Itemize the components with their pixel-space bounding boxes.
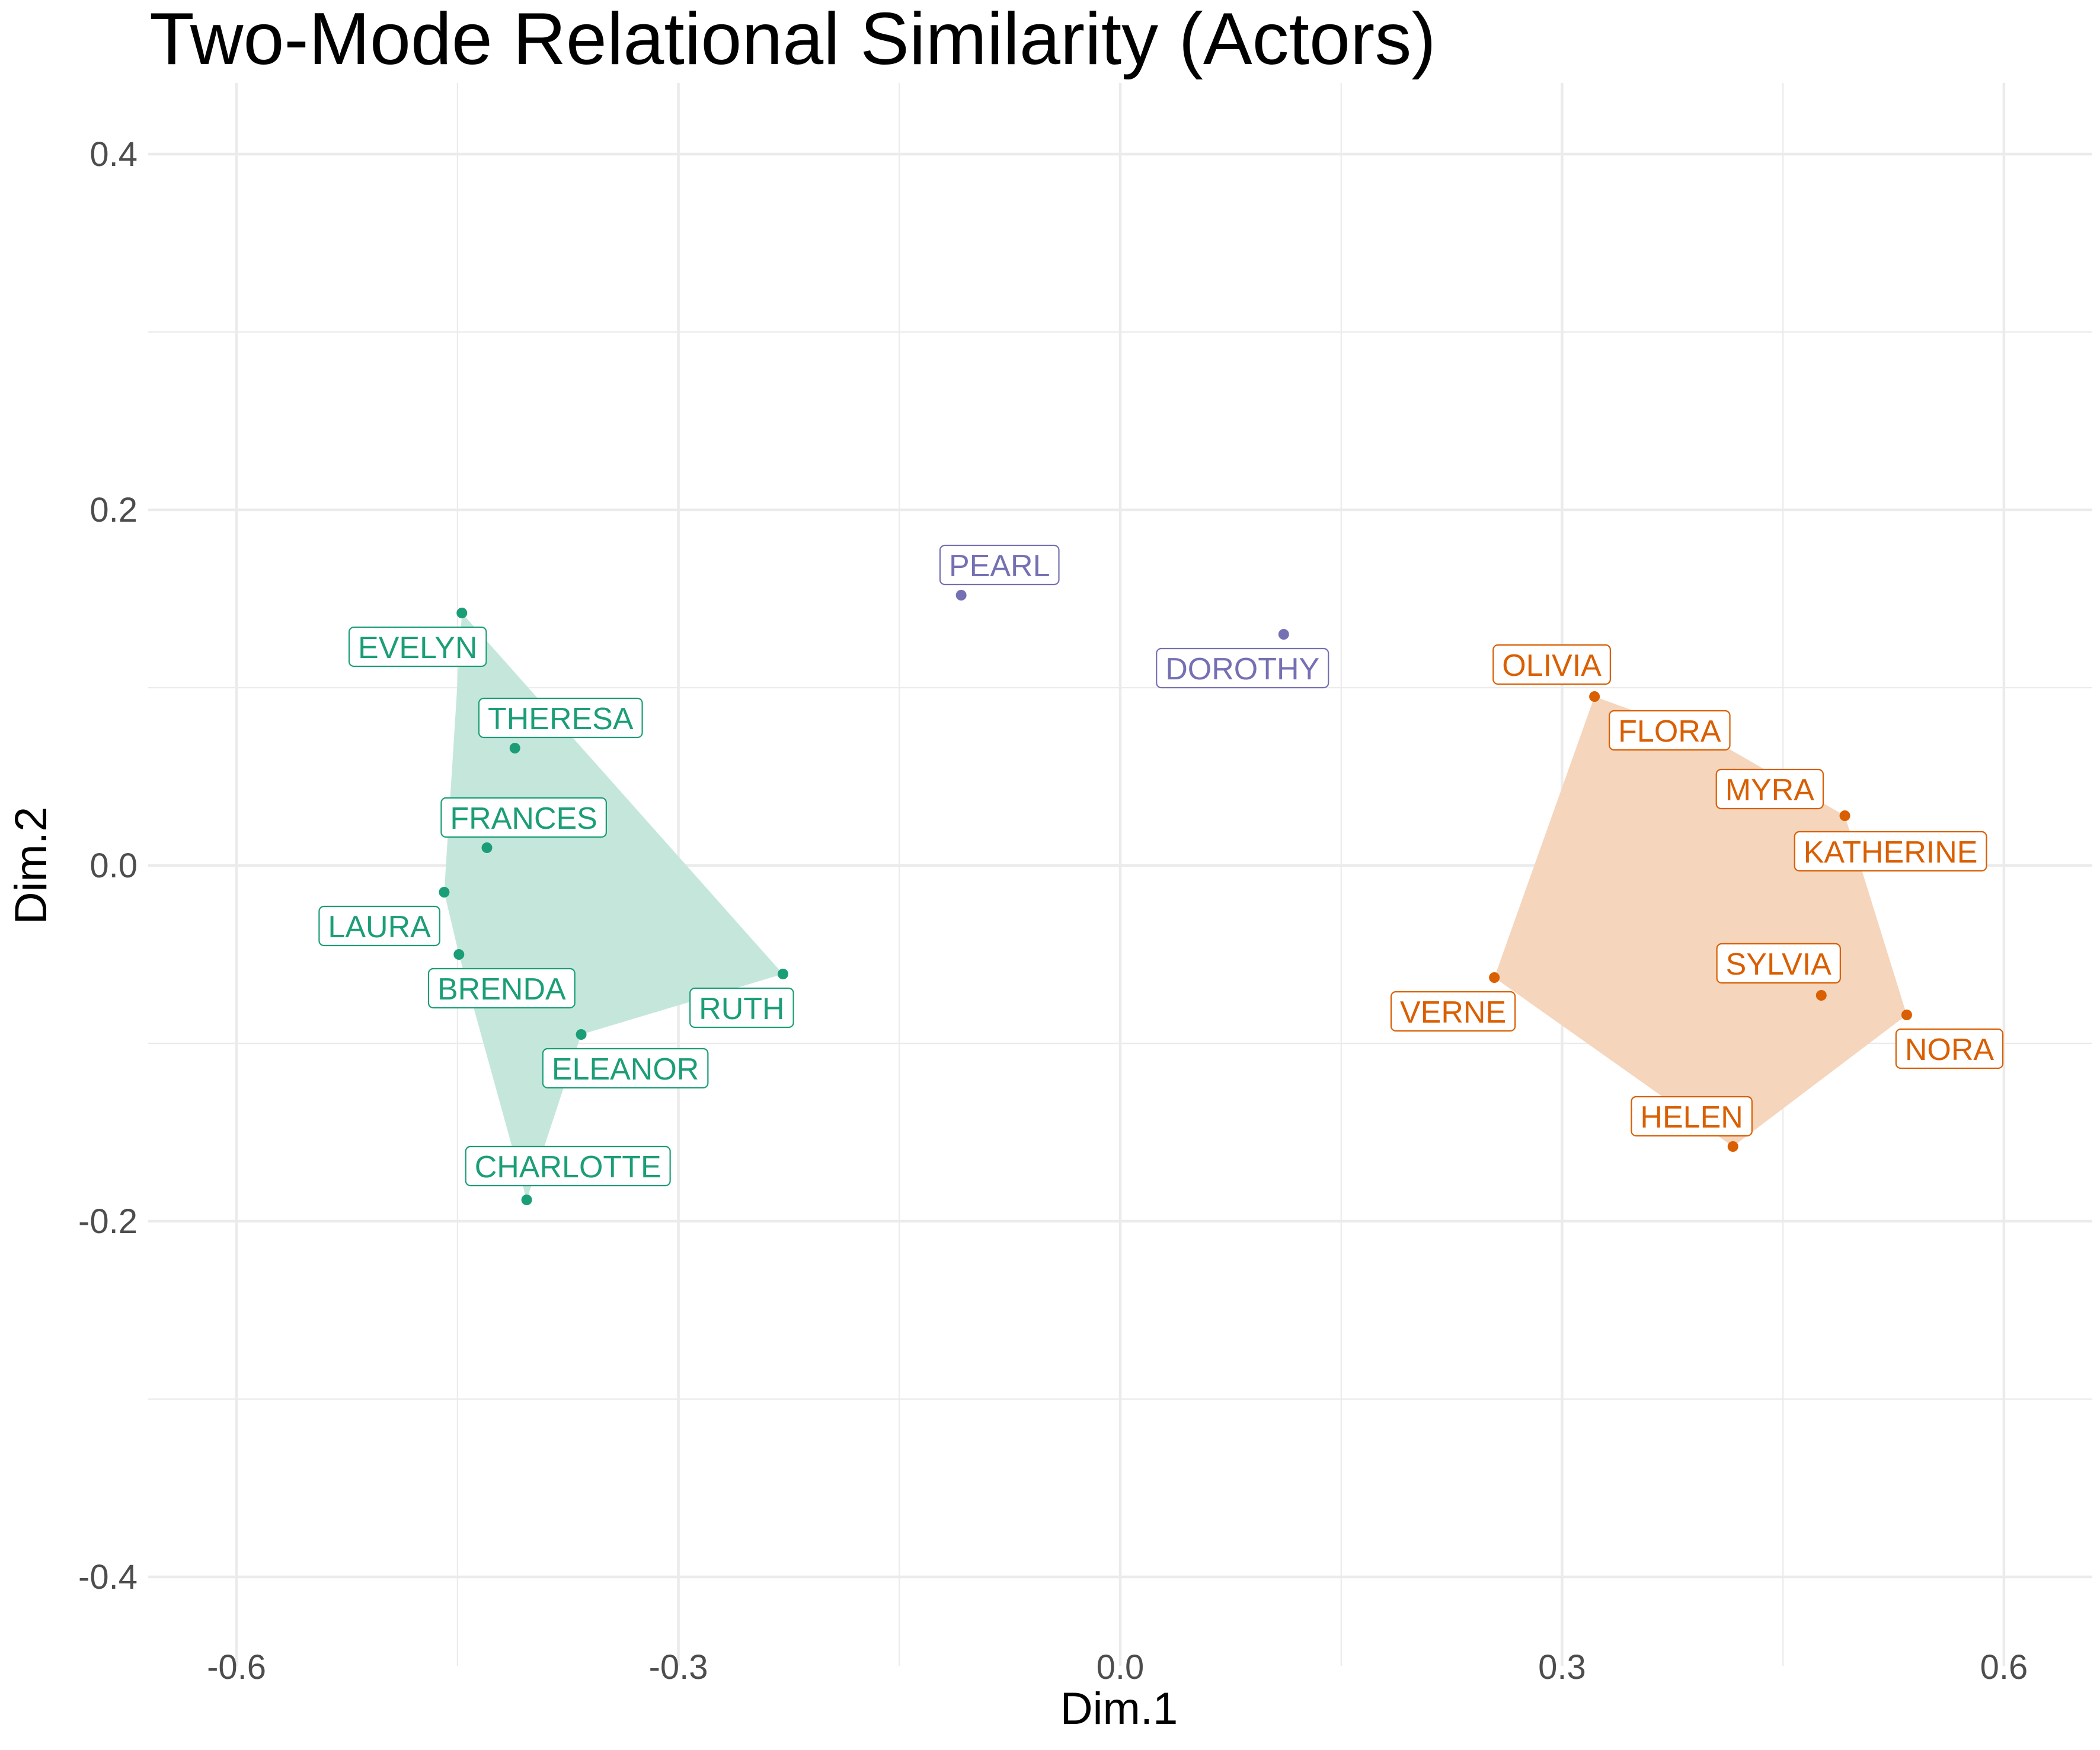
- point-label: PEARL: [939, 544, 1060, 586]
- point-label: SYLVIA: [1716, 943, 1841, 984]
- point-label-text: SYLVIA: [1726, 947, 1832, 982]
- point-label-box: [1794, 831, 1987, 872]
- data-point: [1278, 629, 1289, 640]
- point-label-text: MYRA: [1725, 773, 1815, 807]
- point-label-text: FLORA: [1618, 714, 1721, 749]
- chart-title: Two-Mode Relational Similarity (Actors): [149, 0, 1436, 80]
- data-point: [1589, 691, 1600, 702]
- y-tick-label: 0.0: [90, 847, 138, 885]
- point-label-text: CHARLOTTE: [475, 1150, 661, 1184]
- data-point: [453, 949, 465, 960]
- tick-layer: -0.6 -0.3 0.0 0.3 0.6 0.4 0.2 0.0 -0.2 -0.4: [78, 135, 2028, 1687]
- point-label: FRANCES: [440, 797, 607, 838]
- cluster-hull: [1494, 697, 1907, 1147]
- point-label-box: [542, 1048, 709, 1089]
- point-label-box: [465, 1145, 671, 1187]
- point-label-box: [348, 626, 487, 668]
- point-label-text: FRANCES: [450, 801, 597, 836]
- point-label: ELEANOR: [542, 1048, 709, 1089]
- data-point: [1901, 1010, 1912, 1020]
- data-point: [439, 887, 450, 898]
- data-point: [1839, 810, 1850, 821]
- point-label-text: OLIVIA: [1502, 649, 1602, 683]
- point-label-text: DOROTHY: [1165, 652, 1319, 686]
- point-label-box: [478, 697, 643, 739]
- data-point: [509, 743, 520, 753]
- point-label: LAURA: [318, 905, 440, 947]
- point-label-box: [1156, 647, 1329, 689]
- point-label-box: [1609, 710, 1731, 751]
- data-point: [1489, 972, 1500, 983]
- y-tick-label: 0.2: [90, 491, 138, 529]
- point-label: MYRA: [1715, 768, 1824, 810]
- point-label-box: [1390, 991, 1516, 1032]
- point-label-box: [1895, 1028, 2004, 1069]
- data-point: [777, 969, 788, 979]
- point-label: EVELYN: [348, 626, 487, 668]
- point-label-text: LAURA: [328, 910, 431, 944]
- point-label-text: HELEN: [1640, 1100, 1743, 1135]
- y-tick-label: -0.2: [78, 1202, 138, 1241]
- point-label-text: PEARL: [949, 549, 1050, 583]
- point-layer: [439, 590, 1912, 1205]
- point-label-box: [427, 967, 576, 1009]
- point-label-text: VERNE: [1400, 995, 1506, 1030]
- y-tick-label: -0.4: [78, 1558, 138, 1596]
- y-tick-label: 0.4: [90, 135, 138, 174]
- x-tick-label: 0.0: [1097, 1648, 1145, 1687]
- data-point: [481, 842, 493, 853]
- point-label-box: [1492, 644, 1611, 685]
- point-label-text: RUTH: [699, 992, 784, 1026]
- point-label-box: [1631, 1096, 1753, 1137]
- point-label-text: NORA: [1905, 1033, 1994, 1067]
- point-label-text: EVELYN: [358, 631, 477, 665]
- data-point: [576, 1029, 587, 1040]
- point-label: FLORA: [1609, 710, 1731, 751]
- point-label: BRENDA: [427, 967, 576, 1009]
- point-label: NORA: [1895, 1028, 2004, 1069]
- point-label: HELEN: [1631, 1096, 1753, 1137]
- data-point: [521, 1195, 532, 1205]
- point-label: VERNE: [1390, 991, 1516, 1032]
- point-label-box: [1716, 943, 1841, 984]
- point-label-box: [1715, 768, 1824, 810]
- data-point: [1727, 1141, 1738, 1152]
- point-label-box: [318, 905, 440, 947]
- x-tick-label: 0.3: [1538, 1648, 1586, 1687]
- cluster-hull: [444, 613, 783, 1200]
- x-tick-label: -0.6: [207, 1648, 266, 1687]
- point-label: OLIVIA: [1492, 644, 1611, 685]
- point-label: KATHERINE: [1794, 831, 1987, 872]
- point-label-box: [939, 544, 1060, 586]
- y-axis-title: Dim.2: [6, 807, 56, 924]
- point-label-text: ELEANOR: [552, 1052, 699, 1087]
- point-label: CHARLOTTE: [465, 1145, 671, 1187]
- point-label-text: THERESA: [488, 702, 634, 736]
- x-tick-label: 0.6: [1980, 1648, 2028, 1687]
- point-label: RUTH: [689, 987, 794, 1029]
- point-label-text: KATHERINE: [1804, 835, 1978, 870]
- x-tick-label: -0.3: [649, 1648, 708, 1687]
- point-label-box: [689, 987, 794, 1029]
- point-label: DOROTHY: [1156, 647, 1329, 689]
- x-axis-title: Dim.1: [1060, 1684, 1178, 1734]
- point-label: THERESA: [478, 697, 643, 739]
- point-label-box: [440, 797, 607, 838]
- data-point: [456, 608, 468, 618]
- data-point: [1815, 990, 1827, 1001]
- data-point: [955, 590, 967, 601]
- point-label-text: BRENDA: [437, 972, 566, 1007]
